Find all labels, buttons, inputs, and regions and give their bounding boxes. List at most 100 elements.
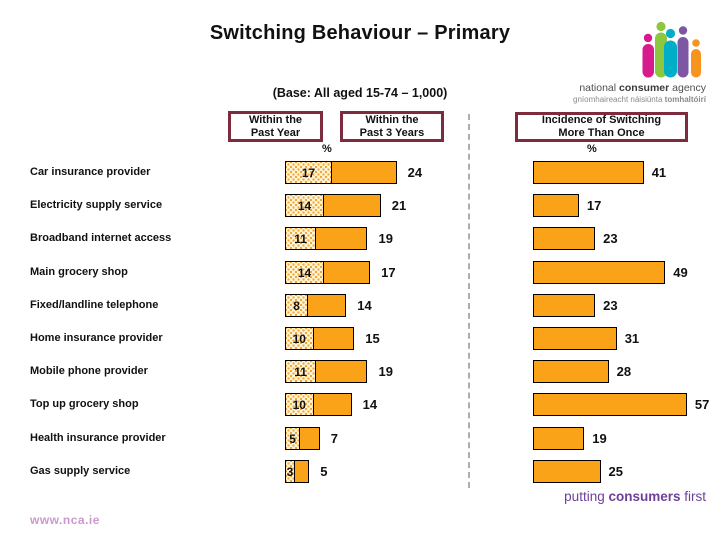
incidence-bar — [533, 360, 609, 383]
category-label: Broadband internet access — [30, 232, 172, 244]
bar-segment-past-3-years — [324, 195, 380, 216]
chart-row: Top up grocery shop 10 14 57 — [0, 393, 720, 417]
category-label: Top up grocery shop — [30, 398, 139, 410]
bar-segment-past-3-years — [313, 394, 351, 415]
logo-line-english: national consumer agency — [579, 82, 706, 94]
value-past-3-years: 17 — [381, 265, 396, 280]
incidence-bar — [533, 460, 601, 483]
logo-wordmark: national consumer agency gníomhaireacht … — [573, 82, 706, 104]
category-label: Car insurance provider — [30, 166, 151, 178]
logo-line-irish: gníomhaireacht náisiúnta tomhaltóirí — [573, 94, 706, 104]
bar-segment-past-year: 11 — [286, 228, 317, 249]
bar-segment-past-3-years — [332, 162, 396, 183]
value-past-3-years: 15 — [365, 331, 380, 346]
header-line: Within the — [248, 113, 303, 126]
value-incidence: 31 — [624, 331, 640, 346]
value-past-3-years: 14 — [362, 397, 378, 412]
stacked-bar: 5 — [285, 427, 320, 450]
stacked-bar: 14 — [285, 261, 371, 284]
value-past-3-years: 19 — [378, 364, 393, 379]
website-url: www.nca.ie — [30, 513, 100, 527]
bar-segment-past-year: 11 — [286, 361, 317, 382]
value-incidence: 28 — [616, 364, 632, 379]
header-line: Past Year — [250, 126, 301, 139]
stacked-bar: 10 — [285, 393, 352, 416]
header-line: Past 3 Years — [359, 126, 425, 139]
category-label: Fixed/landline telephone — [30, 299, 159, 311]
value-incidence: 23 — [603, 231, 618, 246]
chart-divider-dashed-line — [468, 114, 470, 488]
bar-segment-past-year: 3 — [286, 461, 295, 482]
bar-segment-past-3-years — [324, 262, 370, 283]
value-past-year: 10 — [292, 397, 306, 412]
value-incidence: 17 — [586, 198, 602, 213]
column-header-past-3-years: Within the Past 3 Years — [340, 111, 444, 142]
category-label: Gas supply service — [30, 465, 131, 477]
chart-row: Car insurance provider 17 24 41 — [0, 161, 720, 185]
bar-segment-past-3-years — [294, 461, 309, 482]
value-incidence: 57 — [694, 397, 710, 412]
value-past-3-years: 14 — [357, 298, 372, 313]
logo-figure-pink — [642, 33, 654, 78]
logo-figure-teal — [664, 28, 677, 78]
logo-figure-purple — [677, 26, 689, 78]
value-past-year: 14 — [297, 265, 312, 280]
value-incidence: 25 — [608, 464, 623, 479]
chart-row: Gas supply service 3 5 25 — [0, 460, 720, 484]
header-line: Within the — [365, 113, 419, 126]
chart-row: Main grocery shop 14 17 49 — [0, 261, 720, 285]
logo-figure-orange — [691, 39, 701, 78]
column-header-incidence: Incidence of Switching More Than Once — [515, 112, 688, 142]
base-note: (Base: All aged 15-74 – 1,000) — [272, 86, 448, 100]
incidence-bar — [533, 393, 687, 416]
bar-segment-past-3-years — [300, 428, 319, 449]
chart-row: Fixed/landline telephone 8 14 23 — [0, 294, 720, 318]
incidence-bar — [533, 194, 579, 217]
stacked-bar: 11 — [285, 360, 368, 383]
category-label: Mobile phone provider — [30, 365, 148, 377]
incidence-bar — [533, 161, 644, 184]
value-past-year: 8 — [293, 298, 300, 313]
category-label: Health insurance provider — [30, 432, 166, 444]
incidence-bar — [533, 261, 666, 284]
bar-segment-past-year: 10 — [286, 328, 314, 349]
bar-segment-past-year: 5 — [286, 428, 301, 449]
bar-segment-past-year: 14 — [286, 262, 325, 283]
incidence-bar — [533, 294, 596, 317]
header-line: Incidence of Switching — [541, 114, 662, 127]
stacked-bar: 8 — [285, 294, 347, 317]
value-past-year: 3 — [286, 464, 294, 479]
header-line: More Than Once — [558, 127, 645, 139]
incidence-bar — [533, 227, 596, 250]
chart-row: Mobile phone provider 11 19 28 — [0, 360, 720, 384]
value-past-year: 17 — [301, 165, 316, 180]
value-past-3-years: 21 — [391, 198, 407, 213]
incidence-bar — [533, 327, 617, 350]
chart-row: Home insurance provider 10 15 31 — [0, 327, 720, 351]
nca-people-icon — [642, 22, 701, 78]
value-incidence: 23 — [603, 298, 618, 313]
percent-axis-label-right: % — [587, 143, 597, 155]
stacked-bar: 14 — [285, 194, 381, 217]
bar-segment-past-year: 8 — [286, 295, 309, 316]
bar-segment-past-3-years — [313, 328, 354, 349]
value-past-3-years: 7 — [330, 431, 339, 446]
bar-segment-past-year: 17 — [286, 162, 333, 183]
category-label: Electricity supply service — [30, 199, 163, 211]
chart-row: Electricity supply service 14 21 17 — [0, 194, 720, 218]
value-past-3-years: 19 — [378, 231, 393, 246]
chart-row: Health insurance provider 5 7 19 — [0, 427, 720, 451]
value-past-year: 11 — [294, 231, 307, 246]
value-past-year: 14 — [297, 198, 312, 213]
value-past-year: 5 — [289, 431, 296, 446]
bar-segment-past-year: 14 — [286, 195, 325, 216]
percent-axis-label-left: % — [322, 143, 332, 155]
value-incidence: 49 — [673, 265, 688, 280]
category-label: Main grocery shop — [30, 266, 128, 278]
bar-segment-past-3-years — [316, 361, 367, 382]
stacked-bar: 17 — [285, 161, 397, 184]
tagline: putting consumers first — [564, 489, 706, 504]
stacked-bar: 3 — [285, 460, 310, 483]
bar-segment-past-3-years — [308, 295, 346, 316]
value-incidence: 19 — [592, 431, 607, 446]
